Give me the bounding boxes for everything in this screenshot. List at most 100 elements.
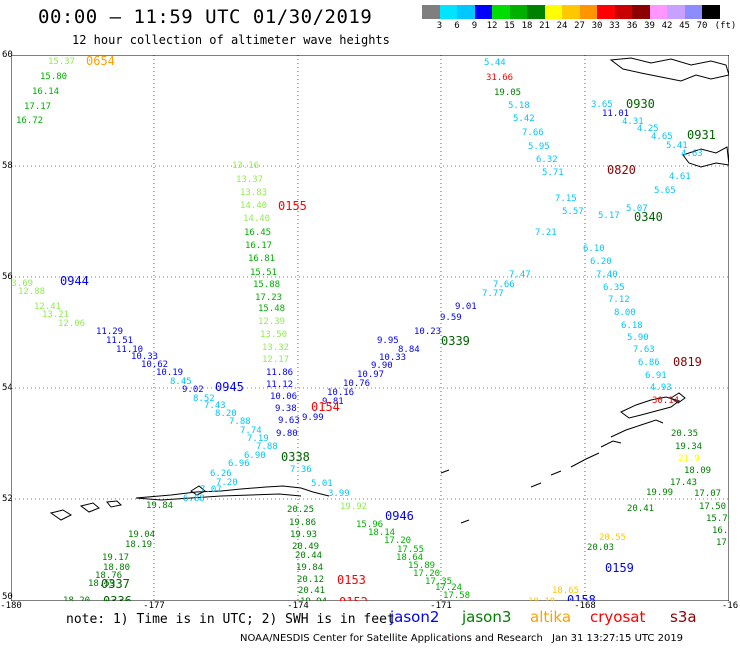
- swh-value-label: 5.42: [513, 114, 535, 124]
- swh-value-label: 6.88: [183, 494, 205, 504]
- swh-value-label: 11.10: [116, 345, 143, 355]
- swh-value-label: 13.69: [11, 279, 33, 289]
- swh-value-label: 10.76: [343, 379, 370, 389]
- swh-value-label: 13.37: [236, 175, 263, 185]
- swh-value-label: 17.55: [397, 545, 424, 555]
- pass-time-label: 0155: [278, 199, 307, 213]
- color-swatch: [492, 5, 510, 19]
- swh-value-label: 17.58: [443, 591, 470, 601]
- color-scale-label: 21: [539, 21, 550, 31]
- pass-time-label: 0931: [687, 128, 716, 142]
- swh-value-label: 17.24: [435, 583, 462, 593]
- color-scale-label: 36: [626, 21, 638, 31]
- swh-value-label: 6.86: [638, 358, 660, 368]
- swh-value-label: 12.06: [58, 319, 85, 329]
- pass-time-label: 0339: [441, 334, 470, 348]
- color-swatch: [457, 5, 475, 19]
- swh-value-label: 9.01: [455, 302, 477, 312]
- color-scale-label: 9: [471, 21, 478, 31]
- swh-value-label: 19.99: [646, 488, 673, 498]
- lat-tick-label: 52: [2, 494, 13, 504]
- swh-value-label: 12.17: [262, 355, 289, 365]
- swh-value-label: 18.18: [528, 597, 555, 601]
- swh-value-label: 18.64: [396, 553, 423, 563]
- pass-time-label: 0158: [567, 593, 596, 601]
- swh-value-label: 5.65: [654, 186, 676, 196]
- wave-height-map: 15.37 15.80 16.14 17.17 16.72 5.44 31.66 19.05 5…: [11, 55, 729, 601]
- swh-value-label: 20.25: [287, 505, 314, 515]
- color-scale-label: 30: [591, 21, 603, 31]
- swh-value-label: 10.62: [141, 360, 168, 370]
- coastline-segment: [530, 482, 542, 488]
- map-grid: [11, 55, 729, 601]
- swh-value-label: 6.96: [228, 459, 250, 469]
- color-swatch: [649, 5, 667, 19]
- swh-value-label: 7.88: [229, 417, 251, 427]
- swh-value-label: 15.88: [253, 280, 280, 290]
- lon-tick-label: -180: [0, 601, 22, 611]
- color-scale-label: 15: [504, 21, 515, 31]
- swh-value-label: 7.88: [256, 442, 278, 452]
- swh-value-label: 7.15: [555, 194, 577, 204]
- color-swatch: [527, 5, 545, 19]
- pass-time-label: 0338: [281, 450, 310, 464]
- pass-time-label: 0820: [607, 163, 636, 177]
- timestamp-text: Jan 31 13:27:15 UTC 2019: [552, 633, 684, 644]
- swh-value-label: 11.86: [266, 368, 293, 378]
- swh-value-label: 19.93: [290, 530, 317, 540]
- swh-value-label: 6.91: [645, 371, 667, 381]
- swh-value-label: 9.80: [276, 429, 298, 439]
- swh-value-label: 16.72: [16, 116, 43, 126]
- swh-value-label: 8.45: [170, 377, 192, 387]
- credit-text: NOAA/NESDIS Center for Satellite Applica…: [240, 633, 543, 644]
- coastline-segment: [610, 419, 664, 438]
- swh-value-label: 7.21: [535, 228, 557, 238]
- coastline-segment: [670, 392, 686, 404]
- swh-value-label: 5.71: [542, 168, 564, 178]
- pass-time-label: 0340: [634, 210, 663, 224]
- color-scale-label: 3: [436, 21, 443, 31]
- swh-value-label: 20.35: [671, 429, 698, 439]
- swh-value-label: 14.40: [243, 214, 270, 224]
- swh-value-label: 20.41: [298, 586, 325, 596]
- swh-value-label: 9.38: [275, 404, 297, 414]
- page-subtitle: 12 hour collection of altimeter wave hei…: [72, 33, 390, 47]
- swh-value-label: 15.79: [706, 514, 729, 524]
- swh-value-label: 5.17: [598, 211, 620, 221]
- swh-value-label: 13.50: [260, 330, 287, 340]
- swh-value-label: 16.81: [248, 254, 275, 264]
- swh-value-label: 7.63: [633, 345, 655, 355]
- pass-time-label: 0945: [215, 380, 244, 394]
- swh-value-label: 4.63: [681, 149, 703, 159]
- lat-tick-label: 50: [2, 592, 13, 602]
- swh-value-label: 11.12: [266, 380, 293, 390]
- swh-value-label: 16.85: [712, 526, 729, 536]
- color-scale-label: 24: [556, 21, 568, 31]
- swh-value-label: 17.20: [413, 569, 440, 579]
- page-title: 00:00 – 11:59 UTC 01/30/2019: [38, 6, 373, 28]
- lat-tick-label: 54: [2, 383, 13, 393]
- swh-value-label: 15.51: [250, 268, 277, 278]
- swh-value-label: 10.23: [414, 327, 441, 337]
- lon-tick-label: -171: [430, 601, 452, 611]
- swh-value-label: 18.76: [95, 571, 122, 581]
- color-scale-label: 33: [609, 21, 620, 31]
- swh-value-label: 10.33: [379, 353, 406, 363]
- swh-value-label: 4.93: [650, 383, 672, 393]
- swh-value-label: 7.43: [204, 401, 226, 411]
- legend-s3a: s3a: [670, 608, 697, 626]
- swh-value-label: 6.26: [210, 469, 232, 479]
- lon-tick-label: -16: [721, 601, 739, 611]
- swh-value-label: 18.65: [552, 586, 579, 596]
- coastline-segment: [550, 470, 562, 476]
- coastline-segment: [190, 485, 206, 496]
- coastline-segment: [79, 502, 100, 513]
- swh-value-label: 9.59: [440, 313, 462, 323]
- swh-value-label: 4.31: [622, 117, 644, 127]
- swh-value-label: 20.41: [627, 504, 654, 514]
- swh-value-label: 6.10: [583, 244, 605, 254]
- swh-value-label: 5.07: [626, 204, 648, 214]
- pass-time-label: 0946: [385, 509, 414, 523]
- legend-cryosat: cryosat: [590, 608, 646, 626]
- coastline-segment: [570, 452, 600, 468]
